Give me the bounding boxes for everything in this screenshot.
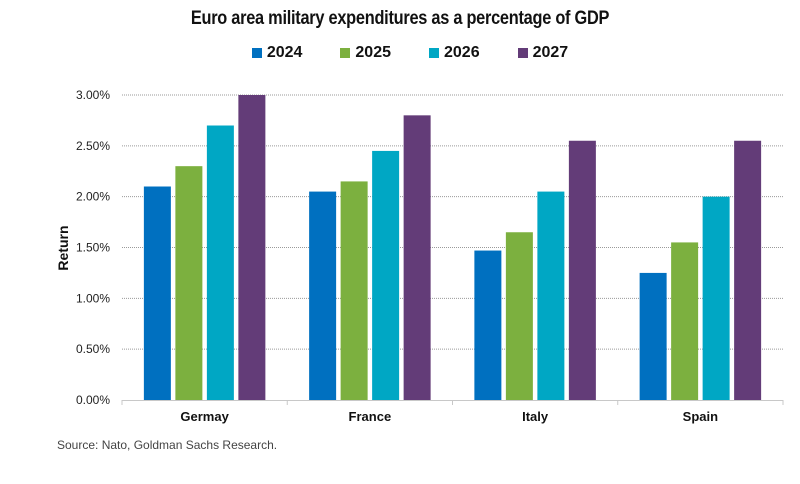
bar-germay-2024 <box>143 186 171 400</box>
x-tick-label: Germay <box>180 409 229 424</box>
legend-item-2024: 2024 <box>251 44 303 62</box>
x-tick-label: Italy <box>522 409 549 424</box>
bar-italy-2024 <box>474 250 502 400</box>
bar-spain-2025 <box>671 242 699 400</box>
y-tick-label: 0.50% <box>76 342 110 356</box>
bar-italy-2026 <box>537 191 565 400</box>
legend-item-2026: 2026 <box>429 44 480 62</box>
bar-germay-2026 <box>206 125 234 400</box>
y-tick-label: 2.50% <box>76 139 110 153</box>
x-tick-label: Spain <box>683 409 718 424</box>
y-axis-label: Return <box>55 225 71 270</box>
x-axis: Germay France Italy Spain <box>121 400 784 424</box>
bar-spain-2024 <box>639 272 667 400</box>
x-tick-label: France <box>349 409 392 424</box>
bar-france-2027 <box>403 115 431 400</box>
legend: 2024 2025 2026 2027 <box>0 44 800 62</box>
bar-france-2026 <box>372 150 400 400</box>
legend-item-2027: 2027 <box>517 44 569 62</box>
legend-swatch-2025 <box>340 48 351 58</box>
y-tick-label: 1.00% <box>76 291 110 305</box>
bar-italy-2025 <box>505 232 533 400</box>
bar-france-2025 <box>340 181 368 400</box>
y-tick-label: 3.00% <box>76 88 110 102</box>
bar-france-2024 <box>309 191 337 400</box>
y-tick-label: 2.00% <box>76 190 110 204</box>
legend-label-2027: 2027 <box>532 44 569 61</box>
legend-swatch-2027 <box>517 48 528 58</box>
legend-label-2026: 2026 <box>444 44 480 61</box>
chart-title: Euro area military expenditures as a per… <box>190 8 610 29</box>
bar-spain-2026 <box>702 196 730 400</box>
legend-swatch-2024 <box>251 48 262 58</box>
source-note: Source: Nato, Goldman Sachs Research. <box>57 438 278 452</box>
y-tick-label: 1.50% <box>76 241 110 255</box>
legend-label-2024: 2024 <box>266 44 303 61</box>
bar-italy-2027 <box>568 140 596 400</box>
bars <box>143 95 762 400</box>
y-axis-ticks: 0.00% 0.50% 1.00% 1.50% 2.00% 2.50% 3.00% <box>76 88 110 407</box>
legend-label-2025: 2025 <box>355 44 391 61</box>
legend-item-2025: 2025 <box>340 44 391 62</box>
bar-germay-2027 <box>238 95 266 400</box>
bar-germay-2025 <box>175 166 203 400</box>
legend-swatch-2026 <box>429 48 439 58</box>
bar-spain-2027 <box>734 140 762 400</box>
y-tick-label: 0.00% <box>76 393 110 407</box>
